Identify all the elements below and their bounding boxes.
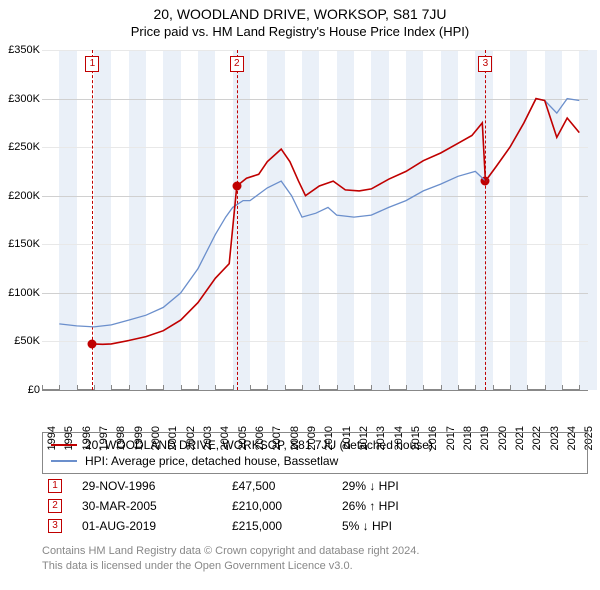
y-axis-label: £50K — [2, 335, 40, 347]
chart-container: 20, WOODLAND DRIVE, WORKSOP, S81 7JU Pri… — [0, 0, 600, 590]
y-axis-label: £150K — [2, 238, 40, 250]
x-axis-labels: 1994199519961997199819992000200120022003… — [42, 390, 588, 428]
table-row: 2 30-MAR-2005 £210,000 26% ↑ HPI — [42, 496, 588, 516]
footer-line: Contains HM Land Registry data © Crown c… — [42, 544, 588, 559]
sale-vs-hpi: 26% ↑ HPI — [342, 499, 462, 513]
legend-label: HPI: Average price, detached house, Bass… — [85, 454, 338, 468]
legend: 20, WOODLAND DRIVE, WORKSOP, S81 7JU (de… — [42, 432, 588, 474]
sales-table: 1 29-NOV-1996 £47,500 29% ↓ HPI 2 30-MAR… — [42, 476, 588, 536]
y-axis-label: £200K — [2, 190, 40, 202]
table-row: 3 01-AUG-2019 £215,000 5% ↓ HPI — [42, 516, 588, 536]
title-block: 20, WOODLAND DRIVE, WORKSOP, S81 7JU Pri… — [0, 0, 600, 39]
sale-marker-icon: 2 — [48, 499, 62, 513]
table-row: 1 29-NOV-1996 £47,500 29% ↓ HPI — [42, 476, 588, 496]
sale-date: 30-MAR-2005 — [82, 499, 232, 513]
legend-row: 20, WOODLAND DRIVE, WORKSOP, S81 7JU (de… — [51, 437, 579, 453]
plot-area: 123 — [42, 50, 588, 390]
y-axis-label: £350K — [2, 44, 40, 56]
sale-price: £215,000 — [232, 519, 342, 533]
sale-marker-icon: 1 — [48, 479, 62, 493]
y-axis-label: £100K — [2, 287, 40, 299]
legend-swatch-icon — [51, 444, 77, 446]
chart-subtitle: Price paid vs. HM Land Registry's House … — [0, 24, 600, 39]
sale-price: £47,500 — [232, 479, 342, 493]
sale-vs-hpi: 5% ↓ HPI — [342, 519, 462, 533]
y-axis-label: £250K — [2, 141, 40, 153]
legend-label: 20, WOODLAND DRIVE, WORKSOP, S81 7JU (de… — [85, 438, 433, 452]
line-series-svg — [42, 50, 588, 390]
y-axis-label: £0 — [2, 384, 40, 396]
footer-attribution: Contains HM Land Registry data © Crown c… — [42, 544, 588, 574]
series-line-hpi — [59, 99, 579, 327]
sale-vs-hpi: 29% ↓ HPI — [342, 479, 462, 493]
y-axis-label: £300K — [2, 93, 40, 105]
legend-swatch-icon — [51, 460, 77, 462]
sale-price: £210,000 — [232, 499, 342, 513]
legend-row: HPI: Average price, detached house, Bass… — [51, 453, 579, 469]
sale-date: 01-AUG-2019 — [82, 519, 232, 533]
chart-title: 20, WOODLAND DRIVE, WORKSOP, S81 7JU — [0, 6, 600, 22]
sale-date: 29-NOV-1996 — [82, 479, 232, 493]
sale-marker-icon: 3 — [48, 519, 62, 533]
series-line-property — [92, 99, 579, 345]
footer-line: This data is licensed under the Open Gov… — [42, 559, 588, 574]
